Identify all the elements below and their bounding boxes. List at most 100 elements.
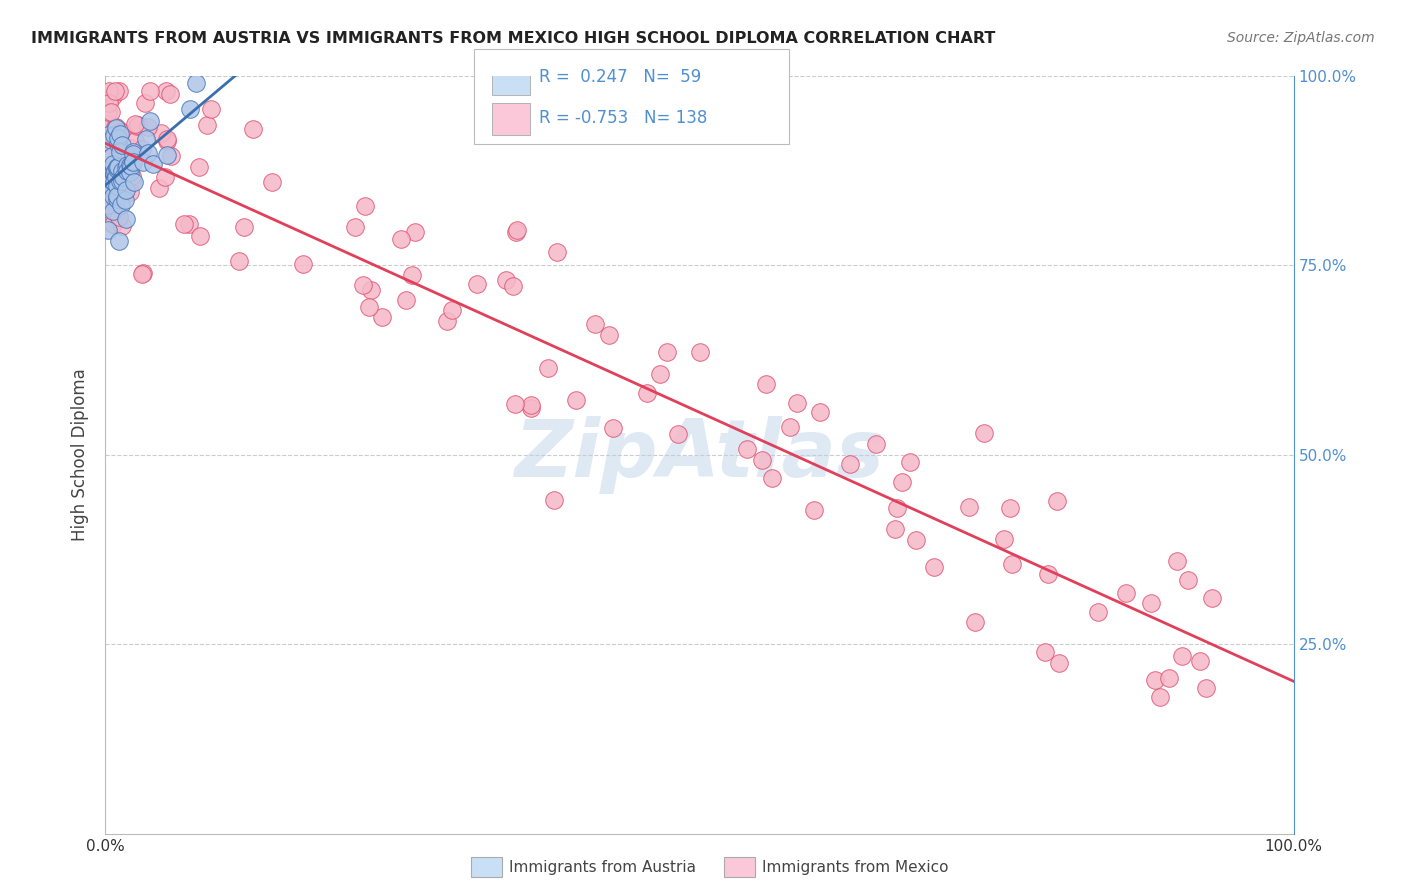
Point [440,302,463,317]
Point [156,148,179,162]
Point [751,453,773,467]
Point [97,105,120,120]
Point [121,154,143,169]
Text: ZipAtlas: ZipAtlas [515,416,884,494]
Point [666,427,689,442]
Point [1149,690,1171,704]
Point [100,149,122,163]
Point [97,187,120,202]
Point [105,179,128,194]
Point [865,437,887,451]
Point [97,95,120,109]
Point [97,135,120,149]
Point [292,257,315,271]
Point [120,159,142,173]
Point [104,120,127,134]
Point [111,164,134,178]
Point [1195,681,1218,696]
Y-axis label: High School Diploma: High School Diploma [72,368,90,541]
Point [505,225,527,239]
Point [808,405,831,419]
Text: R = -0.753   N= 138: R = -0.753 N= 138 [538,109,707,127]
Point [115,182,138,196]
Point [96,198,118,212]
Point [737,442,759,457]
Point [188,160,211,174]
Point [803,502,825,516]
Point [1171,649,1194,664]
Point [1166,554,1188,568]
Point [132,154,155,169]
Point [115,164,138,178]
Point [153,169,176,184]
Point [124,134,146,148]
Point [502,278,524,293]
Point [101,203,124,218]
Point [1049,657,1071,671]
Point [117,162,139,177]
Point [103,207,125,221]
Point [101,129,124,144]
Text: Immigrants from Mexico: Immigrants from Mexico [762,861,949,875]
Point [761,471,783,485]
Point [156,135,179,149]
Point [1177,573,1199,587]
Text: IMMIGRANTS FROM AUSTRIA VS IMMIGRANTS FROM MEXICO HIGH SCHOOL DIPLOMA CORRELATIO: IMMIGRANTS FROM AUSTRIA VS IMMIGRANTS FR… [31,31,995,46]
Point [104,163,127,178]
Point [779,420,801,434]
Point [138,145,160,160]
Point [104,120,127,134]
Point [105,121,128,136]
Point [97,192,120,206]
Point [108,234,131,248]
Point [104,206,127,220]
Point [884,522,907,536]
Point [110,125,132,139]
Point [107,84,129,98]
Point [543,492,565,507]
Point [121,174,143,188]
Point [436,314,458,328]
Point [108,145,131,160]
Point [1087,605,1109,619]
Point [495,273,517,287]
Point [111,138,134,153]
Point [506,223,529,237]
Point [636,386,658,401]
FancyBboxPatch shape [474,49,789,144]
Point [404,225,426,239]
Point [103,168,125,182]
Point [105,161,128,176]
Point [103,175,125,189]
Point [122,154,145,169]
Point [150,126,173,140]
Point [97,117,120,131]
Point [262,175,284,189]
Point [503,397,526,411]
Point [359,300,381,314]
Point [602,421,624,435]
Point [122,175,145,189]
Point [97,169,120,184]
Point [583,317,606,331]
Point [120,158,142,172]
Point [233,220,256,235]
Point [98,176,121,190]
Point [98,95,121,110]
Point [103,128,125,143]
Point [973,425,995,440]
Point [125,119,148,133]
Point [134,96,156,111]
Point [100,104,122,119]
Point [97,130,120,145]
Point [195,118,218,132]
Point [343,220,366,235]
Point [173,217,195,231]
Point [159,149,181,163]
Point [1144,673,1167,687]
Point [1046,494,1069,508]
Point [115,211,138,226]
Point [959,500,981,514]
Point [520,401,543,415]
Point [110,198,132,212]
